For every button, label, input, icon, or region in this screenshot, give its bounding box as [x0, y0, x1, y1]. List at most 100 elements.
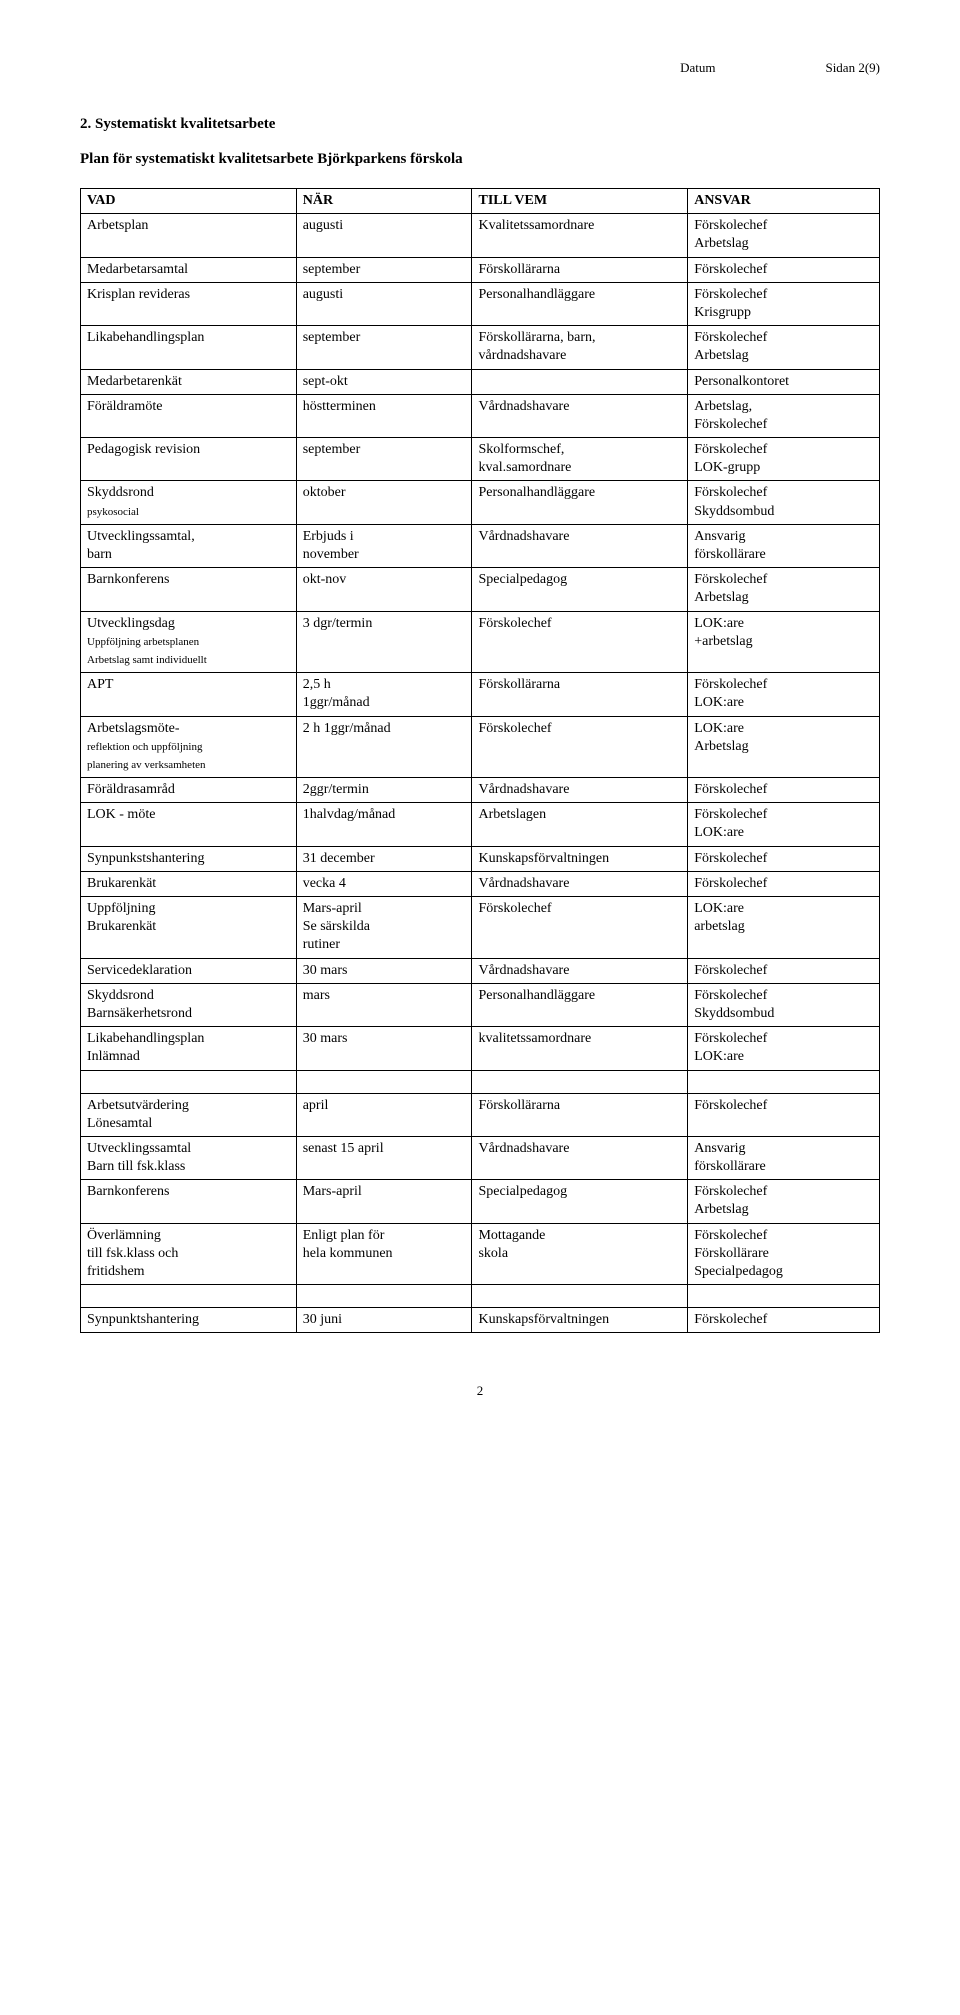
cell-text: Mars-april — [303, 1184, 362, 1199]
cell-text: Ansvarig förskollärare — [694, 1141, 766, 1174]
table-row: Barnkonferensokt-novSpecialpedagogFörsko… — [81, 568, 880, 611]
cell-text: oktober — [303, 485, 346, 500]
cell-text: Vårdnadshavare — [478, 1141, 569, 1156]
cell-text: Medarbetarsamtal — [87, 262, 188, 277]
cell-vad: Föräldrasamråd — [81, 778, 297, 803]
cell-nar: 1halvdag/månad — [296, 803, 472, 846]
cell-text: Arbetsutvärdering Lönesamtal — [87, 1098, 189, 1131]
cell-ansvar: Förskolechef — [688, 257, 880, 282]
cell-text: Förskolechef LOK:are — [694, 807, 767, 840]
table-row: LikabehandlingsplanseptemberFörskollärar… — [81, 326, 880, 369]
cell-till: Mottagande skola — [472, 1223, 688, 1285]
cell-text: september — [303, 330, 361, 345]
cell-text: kvalitetssamordnare — [478, 1031, 591, 1046]
cell-nar: september — [296, 257, 472, 282]
cell-text: 30 mars — [303, 1031, 348, 1046]
cell-ansvar: Förskolechef Krisgrupp — [688, 282, 880, 325]
cell-ansvar: Förskolechef — [688, 958, 880, 983]
table-row: LOK - möte1halvdag/månadArbetslagenFörsk… — [81, 803, 880, 846]
cell-subtext: psykosocial — [87, 506, 139, 518]
cell-vad: Krisplan revideras — [81, 282, 297, 325]
cell-text: augusti — [303, 218, 343, 233]
cell-vad: Överlämning till fsk.klass och fritidshe… — [81, 1223, 297, 1285]
sidan-label: Sidan 2(9) — [825, 60, 880, 76]
cell-text: Personalhandläggare — [478, 485, 595, 500]
cell-text: mars — [303, 988, 330, 1003]
cell-subtext: Uppföljning arbetsplanen Arbetslag samt … — [87, 636, 207, 666]
cell-ansvar: Förskolechef Arbetslag — [688, 214, 880, 257]
cell-text: 2 h 1ggr/månad — [303, 721, 391, 736]
cell-text: Förskolechef — [694, 963, 767, 978]
cell-till: Förskollärarna — [472, 673, 688, 716]
cell-text: sept-okt — [303, 374, 348, 389]
cell-text: Förskolechef — [694, 1098, 767, 1113]
table-row: FöräldramötehöstterminenVårdnadshavareAr… — [81, 394, 880, 437]
col-ansvar: ANSVAR — [688, 189, 880, 214]
cell-text: september — [303, 442, 361, 457]
cell-nar: 2,5 h 1ggr/månad — [296, 673, 472, 716]
cell-text: Uppföljning Brukarenkät — [87, 901, 156, 934]
cell-nar: sept-okt — [296, 369, 472, 394]
cell-text: Kunskapsförvaltningen — [478, 1312, 609, 1327]
cell-vad: LOK - möte — [81, 803, 297, 846]
cell-till: Förskolechef — [472, 611, 688, 673]
cell-nar: oktober — [296, 481, 472, 524]
table-row: BarnkonferensMars-aprilSpecialpedagogFör… — [81, 1180, 880, 1223]
cell-till: Förskollärarna, barn, vårdnadshavare — [472, 326, 688, 369]
cell-nar: okt-nov — [296, 568, 472, 611]
cell-till: Vårdnadshavare — [472, 958, 688, 983]
table-row: Uppföljning Brukarenkät Mars-april Se sär… — [81, 897, 880, 959]
cell-nar: Erbjuds i november — [296, 524, 472, 567]
cell-text: Synpunkstshantering — [87, 851, 204, 866]
table-row: Arbetsutvärdering Lönesamtal april Förskol… — [81, 1093, 880, 1136]
cell-vad: Medarbetarsamtal — [81, 257, 297, 282]
cell-ansvar: Förskolechef — [688, 871, 880, 896]
cell-text: Arbetsplan — [87, 218, 148, 233]
cell-vad: Medarbetarenkät — [81, 369, 297, 394]
table-row: Brukarenkätvecka 4VårdnadshavareFörskole… — [81, 871, 880, 896]
cell-text: Synpunktshantering — [87, 1312, 199, 1327]
col-nar: NÄR — [296, 189, 472, 214]
cell-vad: Brukarenkät — [81, 871, 297, 896]
cell-vad: Arbetsutvärdering Lönesamtal — [81, 1093, 297, 1136]
spacer-cell — [296, 1070, 472, 1093]
cell-text: Mars-april Se särskilda rutiner — [303, 901, 370, 952]
spacer-cell — [472, 1285, 688, 1308]
cell-text: Personalkontoret — [694, 374, 789, 389]
cell-ansvar: LOK:are +arbetslag — [688, 611, 880, 673]
cell-vad: Skyddsrond Barnsäkerhetsrond — [81, 983, 297, 1026]
cell-text: Förskolechef Förskollärare Specialpedago… — [694, 1228, 783, 1279]
cell-nar: 2ggr/termin — [296, 778, 472, 803]
table-row: Utvecklingssamtal, barn Erbjuds i novembe… — [81, 524, 880, 567]
cell-nar: april — [296, 1093, 472, 1136]
table-row — [81, 1070, 880, 1093]
cell-till: Vårdnadshavare — [472, 1136, 688, 1179]
cell-till: Specialpedagog — [472, 568, 688, 611]
table-row: Medarbetarenkät sept-okt Personalkontoret — [81, 369, 880, 394]
table-row: Likabehandlingsplan Inlämnad 30 mars kvali… — [81, 1027, 880, 1070]
cell-nar: 30 mars — [296, 958, 472, 983]
table-row: ArbetsplanaugustiKvalitetssamordnareFörs… — [81, 214, 880, 257]
spacer-cell — [688, 1070, 880, 1093]
cell-text: Krisplan revideras — [87, 287, 190, 302]
cell-text: april — [303, 1098, 329, 1113]
cell-nar: september — [296, 326, 472, 369]
cell-nar: 30 juni — [296, 1308, 472, 1333]
page-number: 2 — [80, 1383, 880, 1399]
table-row: Pedagogisk revisionseptemberSkolformsche… — [81, 438, 880, 481]
cell-ansvar: Arbetslag, Förskolechef — [688, 394, 880, 437]
cell-vad: Utvecklingsdag Uppföljning arbetsplanen A… — [81, 611, 297, 673]
section-title: 2. Systematiskt kvalitetsarbete — [80, 116, 880, 133]
cell-subtext: reflektion och uppföljning planering av … — [87, 741, 206, 771]
col-vad: VAD — [81, 189, 297, 214]
cell-text: Utvecklingsdag — [87, 616, 175, 631]
table-row: MedarbetarsamtalseptemberFörskollärarnaF… — [81, 257, 880, 282]
cell-text: Utvecklingssamtal, barn — [87, 529, 195, 562]
cell-vad: Föräldramöte — [81, 394, 297, 437]
cell-text: Förskolechef LOK:are — [694, 677, 767, 710]
spacer-cell — [472, 1070, 688, 1093]
cell-nar: 2 h 1ggr/månad — [296, 716, 472, 778]
cell-text: Likabehandlingsplan Inlämnad — [87, 1031, 204, 1064]
cell-ansvar: Förskolechef — [688, 778, 880, 803]
cell-ansvar: Ansvarig förskollärare — [688, 524, 880, 567]
